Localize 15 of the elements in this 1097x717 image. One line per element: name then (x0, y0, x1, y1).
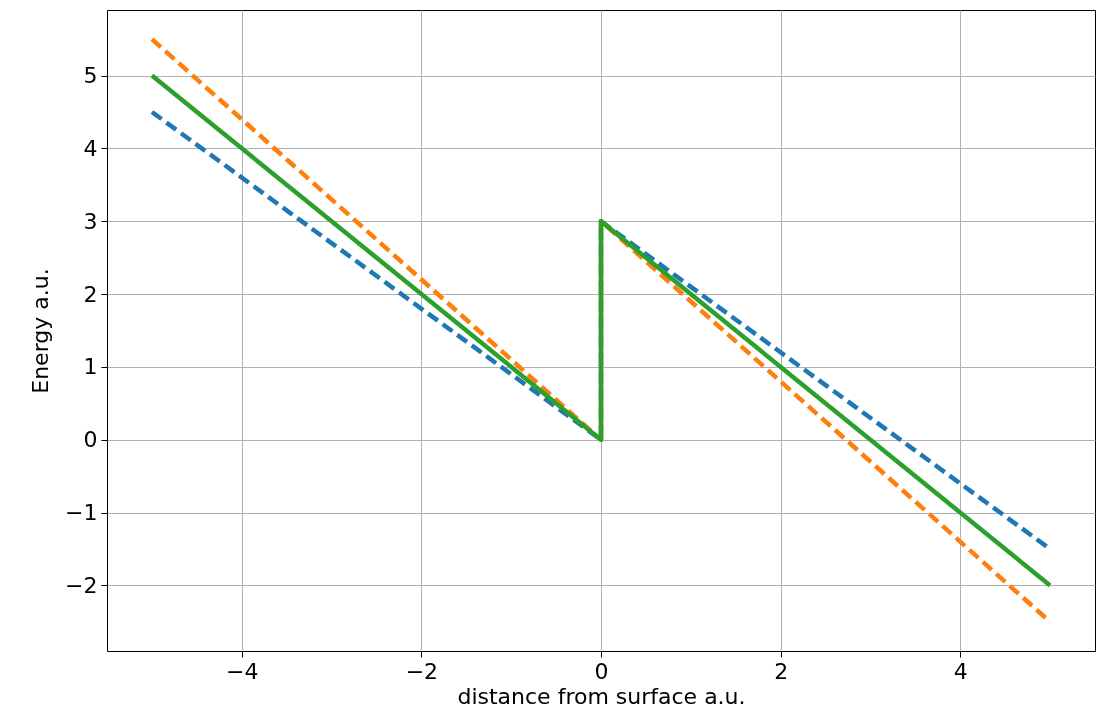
x-tick-label: −2 (405, 658, 439, 684)
y-tick-label: −2 (65, 572, 98, 598)
y-tick-label: −1 (65, 500, 98, 526)
y-tick-label: 4 (83, 135, 98, 161)
x-axis-title: distance from surface a.u. (457, 683, 746, 709)
y-tick-label: 1 (83, 354, 98, 380)
x-tick-label: 4 (953, 658, 968, 684)
y-tick-label: 5 (83, 63, 98, 89)
y-tick-label: 3 (83, 208, 98, 234)
x-tick-label: −4 (226, 658, 259, 684)
y-axis-title: Energy a.u. (28, 268, 54, 394)
x-tick-label: 2 (774, 658, 789, 684)
x-tick-label: 0 (594, 658, 609, 684)
y-tick-label: 0 (83, 427, 98, 453)
y-tick-label: 2 (83, 281, 98, 307)
